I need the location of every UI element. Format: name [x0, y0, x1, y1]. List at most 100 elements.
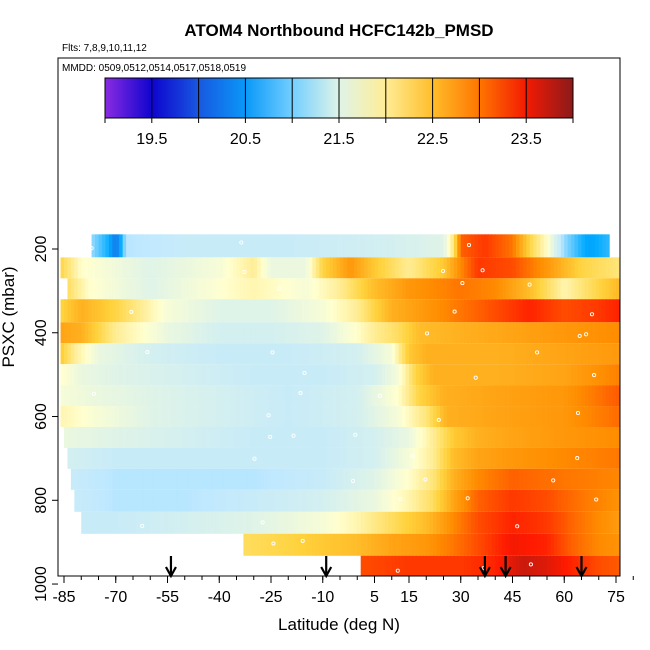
heatmap-cell	[353, 468, 358, 490]
y-tick-label: 600	[33, 403, 50, 430]
heatmap-cell	[257, 322, 262, 344]
x-tick-label: 30	[452, 589, 470, 606]
heatmap-cell	[122, 468, 127, 490]
heatmap-cell	[609, 406, 614, 427]
heatmap-cell	[519, 426, 524, 448]
heatmap-cell	[298, 322, 303, 344]
heatmap-cell	[346, 234, 351, 258]
heatmap-cell	[605, 364, 610, 386]
heatmap-cell	[340, 533, 345, 556]
heatmap-cell	[336, 343, 341, 365]
heatmap-cell	[322, 447, 327, 469]
heatmap-cell	[598, 406, 603, 427]
heatmap-cell	[557, 385, 562, 407]
heatmap-cell	[457, 257, 462, 279]
heatmap-cell	[74, 489, 79, 512]
x-tick-label: 45	[504, 589, 522, 606]
heatmap-cell	[474, 447, 479, 469]
heatmap-cell	[529, 426, 534, 448]
heatmap-cell	[553, 511, 558, 534]
heatmap-cell	[457, 364, 462, 386]
heatmap-cell	[350, 234, 355, 258]
heatmap-cell	[184, 299, 189, 323]
heatmap-cell	[412, 533, 417, 556]
heatmap-cell	[502, 406, 507, 427]
heatmap-cell	[384, 447, 389, 469]
heatmap-cell	[616, 511, 620, 534]
heatmap-cell	[257, 426, 262, 448]
heatmap-cell	[557, 511, 562, 534]
heatmap-cell	[519, 406, 524, 427]
heatmap-cell	[67, 322, 72, 344]
heatmap-cell	[564, 299, 569, 323]
heatmap-cell	[302, 299, 307, 323]
colorbar-swatch	[105, 78, 153, 118]
heatmap-cell	[419, 447, 424, 469]
heatmap-cell	[288, 533, 293, 556]
heatmap-cell	[502, 468, 507, 490]
heatmap-cell	[167, 299, 172, 323]
heatmap-cell	[253, 257, 258, 279]
heatmap-cell	[170, 511, 175, 534]
heatmap-cell	[553, 278, 558, 300]
heatmap-cell	[88, 385, 93, 407]
heatmap-cell	[284, 234, 289, 258]
heatmap-cell	[536, 511, 541, 534]
heatmap-cell	[326, 447, 331, 469]
heatmap-cells	[60, 234, 620, 576]
heatmap-cell	[367, 364, 372, 386]
heatmap-cell	[574, 322, 579, 344]
heatmap-cell	[119, 322, 124, 344]
heatmap-cell	[512, 385, 517, 407]
heatmap-cell	[578, 533, 583, 556]
heatmap-cell	[257, 278, 262, 300]
heatmap-cell	[391, 447, 396, 469]
heatmap-cell	[509, 426, 514, 448]
sample-point	[592, 373, 597, 378]
heatmap-cell	[281, 426, 286, 448]
heatmap-cell	[512, 489, 517, 512]
heatmap-cell	[150, 426, 155, 448]
heatmap-cell	[191, 447, 196, 469]
heatmap-cell	[602, 468, 607, 490]
heatmap-cell	[170, 343, 175, 365]
heatmap-cell	[281, 385, 286, 407]
heatmap-cell	[329, 234, 334, 258]
heatmap-cell	[357, 364, 362, 386]
heatmap-cell	[64, 257, 69, 279]
heatmap-cell	[467, 468, 472, 490]
heatmap-cell	[581, 511, 586, 534]
heatmap-cell	[260, 364, 265, 386]
sample-point	[594, 497, 599, 502]
heatmap-cell	[602, 426, 607, 448]
heatmap-cell	[484, 234, 489, 258]
heatmap-cell	[550, 511, 555, 534]
heatmap-cell	[295, 533, 300, 556]
heatmap-cell	[226, 426, 231, 448]
heatmap-cell	[616, 447, 620, 469]
heatmap-cell	[440, 533, 445, 556]
heatmap-cell	[305, 533, 310, 556]
heatmap-cell	[226, 468, 231, 490]
heatmap-cell	[377, 364, 382, 386]
heatmap-cell	[146, 447, 151, 469]
heatmap-cell	[326, 533, 331, 556]
heatmap-cell	[395, 489, 400, 512]
sample-point	[535, 350, 540, 355]
colorbar-swatch	[292, 78, 340, 118]
heatmap-cell	[405, 364, 410, 386]
heatmap-band	[60, 299, 620, 323]
heatmap-cell	[298, 257, 303, 279]
heatmap-cell	[422, 343, 427, 365]
heatmap-cell	[491, 385, 496, 407]
heatmap-cell	[415, 278, 420, 300]
heatmap-cell	[598, 322, 603, 344]
heatmap-cell	[574, 426, 579, 448]
heatmap-cell	[122, 406, 127, 427]
heatmap-cell	[533, 447, 538, 469]
heatmap-cell	[443, 511, 448, 534]
heatmap-cell	[195, 489, 200, 512]
heatmap-cell	[564, 406, 569, 427]
heatmap-cell	[288, 322, 293, 344]
heatmap-cell	[136, 322, 141, 344]
